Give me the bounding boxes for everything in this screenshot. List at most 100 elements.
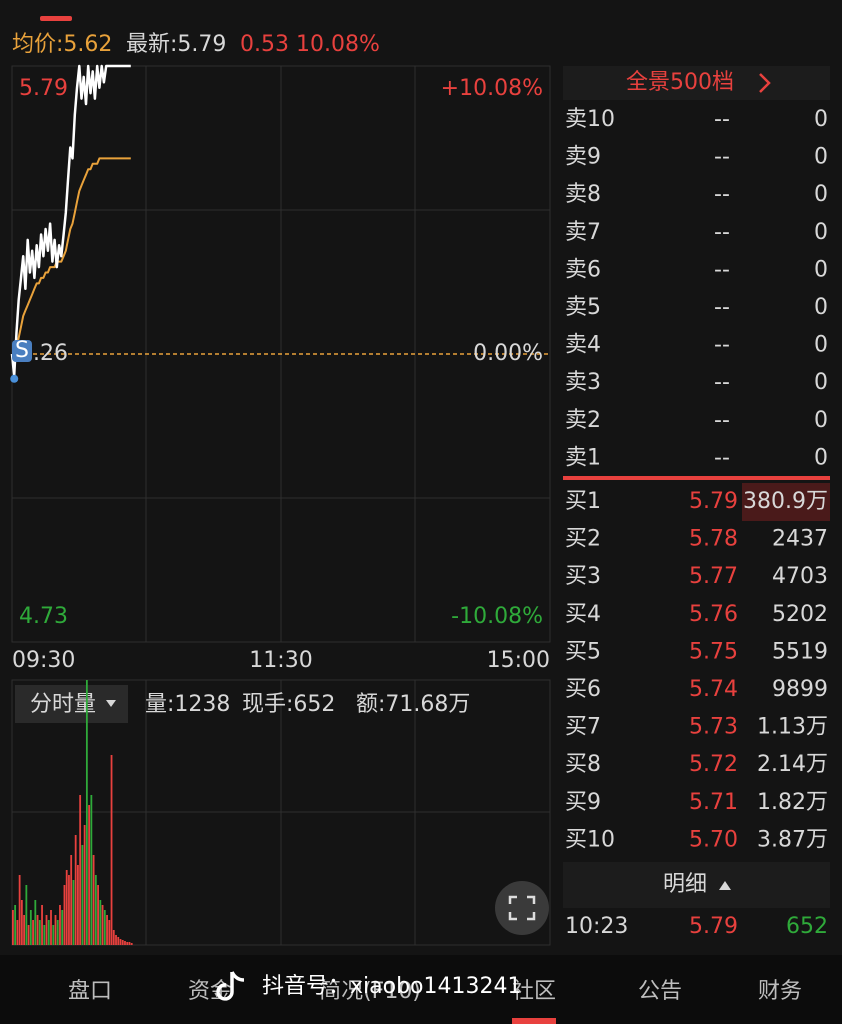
- ask-volume: 0: [814, 333, 828, 358]
- bid-price: 5.75: [689, 639, 738, 664]
- bid-volume: 2.14万: [757, 752, 828, 777]
- sort-arrow: [719, 881, 731, 890]
- bid-label: 买5: [565, 639, 601, 664]
- volume-bar: [110, 755, 113, 945]
- bid-price: 5.76: [689, 602, 738, 627]
- volume-bar: [41, 905, 43, 945]
- volume-bar: [61, 910, 64, 945]
- volume-bar: [32, 920, 34, 945]
- volume-bar: [112, 930, 115, 945]
- pct-label: -10.08%: [451, 604, 543, 629]
- trades-title[interactable]: 明细: [663, 872, 707, 897]
- bid-volume: 3.87万: [757, 827, 828, 852]
- volume-bar: [101, 905, 104, 945]
- ask-price: --: [714, 333, 730, 358]
- volume-bar: [59, 905, 61, 945]
- volume-bar: [36, 915, 39, 945]
- bid-label: 买4: [565, 602, 601, 627]
- nav-tab[interactable]: 财务: [758, 979, 802, 1004]
- volume-bar: [25, 885, 28, 945]
- nav-tab[interactable]: 社区: [512, 979, 556, 1004]
- trade-volume: 652: [786, 914, 828, 939]
- volume-bar: [68, 875, 70, 945]
- bid-label: 买1: [565, 489, 601, 514]
- volume-bar: [130, 943, 133, 945]
- volume-bar: [23, 915, 26, 945]
- ask-volume: 0: [814, 182, 828, 207]
- volume-selector[interactable]: 分时量: [30, 692, 96, 717]
- volume-bar: [88, 805, 91, 945]
- bid-price: 5.77: [689, 564, 738, 589]
- nav-tab[interactable]: 简况(F10): [319, 979, 421, 1004]
- avg-price-line: [11, 157, 131, 361]
- order-book-header[interactable]: [563, 66, 830, 100]
- volume-bar: [47, 920, 50, 945]
- volume-bar: [106, 915, 108, 945]
- volume-bar: [70, 855, 73, 945]
- volume-bar: [90, 795, 93, 945]
- bid-price: 5.71: [689, 790, 738, 815]
- ask-price: --: [714, 182, 730, 207]
- volume-bar: [119, 939, 122, 945]
- time-label: 09:30: [12, 648, 75, 673]
- volume-bar: [65, 870, 68, 945]
- ask-label: 卖8: [565, 182, 601, 207]
- volume-bar: [94, 875, 97, 945]
- ask-label: 卖5: [565, 295, 601, 320]
- ask-price: --: [714, 107, 730, 132]
- current-hand-text: 现手:652: [242, 692, 335, 717]
- bid-price: 5.70: [689, 827, 738, 852]
- pct-label: +10.08%: [441, 76, 543, 101]
- y-tick-label: 5.79: [19, 76, 68, 101]
- bid-volume: 2437: [772, 527, 828, 552]
- volume-bar: [92, 855, 95, 945]
- ask-price: --: [714, 445, 730, 470]
- ask-label: 卖1: [565, 445, 601, 470]
- volume-bar: [99, 900, 102, 945]
- bid-volume: 1.13万: [757, 715, 828, 740]
- volume-bar: [121, 940, 124, 945]
- order-book-title[interactable]: 全景500档: [626, 70, 734, 95]
- volume-bar: [83, 825, 86, 945]
- bid-label: 买8: [565, 752, 601, 777]
- volume-bar: [27, 925, 30, 945]
- fullscreen-button[interactable]: [495, 881, 549, 935]
- volume-bar: [52, 925, 55, 945]
- bid-price: 5.73: [689, 715, 738, 740]
- bid-volume: 1.82万: [757, 790, 828, 815]
- bid-label: 买2: [565, 527, 601, 552]
- time-label: 15:00: [487, 648, 550, 673]
- active-tab-indicator: [40, 16, 72, 21]
- volume-bar: [12, 910, 14, 945]
- volume-bar: [54, 915, 57, 945]
- nav-tab[interactable]: 公告: [638, 979, 682, 1004]
- volume-bar: [126, 942, 129, 945]
- volume-bar: [74, 835, 77, 945]
- volume-bar: [85, 680, 88, 945]
- volume-bar: [16, 920, 19, 945]
- ask-label: 卖7: [565, 220, 601, 245]
- volume-bar: [115, 935, 117, 945]
- ask-bid-divider: [563, 476, 830, 480]
- avg-price: 均价:5.62: [12, 32, 112, 57]
- chevron: [759, 73, 771, 93]
- ask-volume: 0: [814, 445, 828, 470]
- volume-bar: [128, 942, 131, 945]
- volume-bar: [14, 905, 17, 945]
- ask-price: --: [714, 220, 730, 245]
- ask-label: 卖9: [565, 145, 601, 170]
- volume-bar: [50, 910, 52, 945]
- ask-price: --: [714, 257, 730, 282]
- nav-tab[interactable]: 盘口: [68, 979, 112, 1004]
- bid-label: 买10: [565, 827, 615, 852]
- bid-price: 5.72: [689, 752, 738, 777]
- ask-label: 卖2: [565, 408, 601, 433]
- watermark-logo: [216, 971, 245, 1001]
- volume-bar: [72, 880, 75, 945]
- nav-indicator: [512, 1018, 556, 1024]
- trades-header[interactable]: [563, 862, 830, 908]
- ask-price: --: [714, 408, 730, 433]
